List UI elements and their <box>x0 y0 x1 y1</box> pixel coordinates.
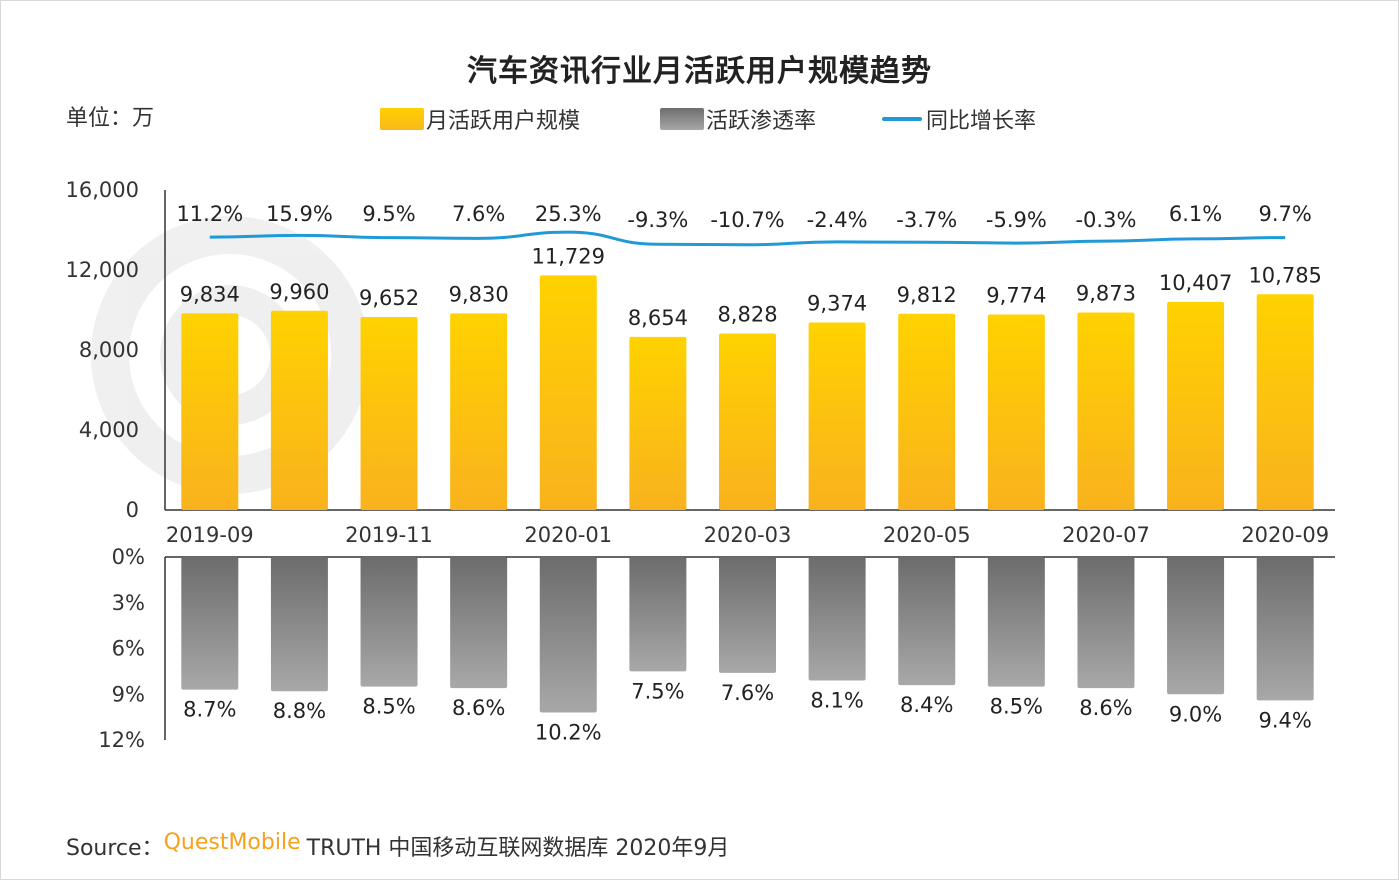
yoy-point-label: 9.5% <box>362 202 415 226</box>
penetration-bar-label: 8.7% <box>183 698 236 722</box>
upper-y-tick-label: 16,000 <box>66 178 139 202</box>
mau-bar <box>808 322 866 510</box>
mau-bar-label: 9,830 <box>449 282 509 306</box>
yoy-point-label: 6.1% <box>1169 202 1222 226</box>
penetration-bar <box>629 557 687 672</box>
penetration-bar-label: 8.1% <box>810 689 863 713</box>
x-tick-label: 2020-01 <box>524 523 612 547</box>
penetration-bar <box>808 557 866 681</box>
legend-label-penetration: 活跃渗透率 <box>706 109 817 134</box>
legend-label-yoy: 同比增长率 <box>926 109 1037 134</box>
penetration-bar <box>719 557 776 673</box>
yoy-line <box>209 230 1286 247</box>
penetration-bar <box>181 557 239 690</box>
mau-bar-label: 9,774 <box>986 284 1046 308</box>
legend-swatch-line <box>882 117 922 121</box>
x-tick-label: 2020-09 <box>1241 523 1329 547</box>
penetration-bar <box>360 557 418 687</box>
mau-bar-label: 9,374 <box>807 292 867 316</box>
mau-bar-label: 9,652 <box>359 286 419 310</box>
penetration-bar-label: 8.6% <box>1079 696 1132 720</box>
mau-bar <box>181 313 239 510</box>
yoy-point-label: -9.3% <box>627 208 688 232</box>
unit-label: 单位：万 <box>66 106 155 131</box>
mau-bar-label: 9,960 <box>269 280 329 304</box>
mau-bar-label: 9,834 <box>180 282 240 306</box>
x-tick-label: 2020-07 <box>1062 523 1150 547</box>
legend-item-penetration: 活跃渗透率 <box>660 104 816 134</box>
chart-svg: 0 4,000 8,000 12,000 16,000 2019-09 2019-11 202… <box>66 178 1335 752</box>
upper-y-tick-label: 0 <box>126 498 139 522</box>
yoy-point-label: 9.7% <box>1259 202 1312 226</box>
lower-y-tick-label: 0% <box>112 545 145 569</box>
penetration-bar-label: 7.6% <box>721 681 774 705</box>
chart-title: 汽车资讯行业月活跃用户规模趋势 <box>467 54 932 89</box>
source-prefix: Source： <box>66 836 164 861</box>
mau-bar <box>719 333 776 510</box>
penetration-bar-label: 8.5% <box>362 695 415 719</box>
mau-bar-label: 9,812 <box>897 283 957 307</box>
lower-y-tick-label: 6% <box>112 637 145 661</box>
penetration-bar-label: 10.2% <box>535 721 602 745</box>
source-brand: QuestMobile <box>163 830 301 855</box>
penetration-bar <box>1077 557 1135 689</box>
mau-bar-label: 9,873 <box>1076 282 1136 306</box>
mau-bar-label: 10,407 <box>1159 271 1232 295</box>
legend-item-yoy: 同比增长率 <box>882 104 1036 134</box>
penetration-bar-label: 7.5% <box>631 679 684 703</box>
x-tick-label: 2019-11 <box>345 523 433 547</box>
penetration-bar <box>450 557 508 689</box>
penetration-bar <box>1256 557 1314 701</box>
source-line: Source： QuestMobile TRUTH 中国移动互联网数据库 202… <box>66 830 729 862</box>
x-tick-label: 2020-03 <box>704 523 792 547</box>
penetration-bar-label: 8.6% <box>452 696 505 720</box>
x-tick-label: 2019-09 <box>166 523 254 547</box>
mau-bar <box>629 336 687 510</box>
legend-swatch-yellow <box>380 108 424 130</box>
legend-item-mau: 月活跃用户规模 <box>380 104 580 134</box>
penetration-bar <box>987 557 1045 687</box>
yoy-point-label: -10.7% <box>710 208 784 232</box>
mau-bar <box>270 310 328 510</box>
mau-bar <box>1256 294 1314 510</box>
penetration-bar-label: 8.5% <box>990 695 1043 719</box>
mau-bar <box>450 313 508 510</box>
mau-bar <box>360 316 418 510</box>
yoy-point-label: 11.2% <box>176 202 243 226</box>
mau-bar <box>539 275 597 510</box>
penetration-bar <box>539 557 597 713</box>
mau-bar-label: 10,785 <box>1248 263 1321 287</box>
upper-y-tick-label: 12,000 <box>66 258 139 282</box>
upper-y-tick-label: 4,000 <box>79 418 139 442</box>
mau-bar-label: 8,654 <box>628 306 688 330</box>
lower-y-tick-label: 9% <box>112 682 145 706</box>
x-tick-label: 2020-05 <box>883 523 971 547</box>
mau-bar-label: 8,828 <box>717 302 777 326</box>
yoy-point-label: -0.3% <box>1075 208 1136 232</box>
yoy-point-label: -2.4% <box>807 208 868 232</box>
penetration-bar <box>270 557 328 692</box>
mau-bar <box>1077 312 1135 510</box>
upper-y-tick-label: 8,000 <box>79 338 139 362</box>
penetration-bar-label: 8.4% <box>900 693 953 717</box>
mau-bar <box>987 314 1045 510</box>
source-rest: TRUTH 中国移动互联网数据库 2020年9月 <box>306 836 730 861</box>
lower-y-tick-label: 3% <box>112 591 145 615</box>
penetration-bar-label: 9.4% <box>1259 708 1312 732</box>
penetration-bar-label: 9.0% <box>1169 702 1222 726</box>
mau-bar <box>898 313 956 510</box>
yoy-point-label: 15.9% <box>266 202 333 226</box>
lower-y-tick-label: 12% <box>98 728 145 752</box>
mau-bar-label: 11,729 <box>532 244 605 268</box>
legend-swatch-gray <box>660 108 704 130</box>
yoy-point-label: 25.3% <box>535 202 602 226</box>
yoy-point-label: 7.6% <box>452 202 505 226</box>
legend-label-mau: 月活跃用户规模 <box>426 109 581 134</box>
penetration-bar-label: 8.8% <box>273 699 326 723</box>
yoy-point-label: -3.7% <box>896 208 957 232</box>
penetration-bar <box>898 557 956 686</box>
mau-bar <box>1167 301 1225 510</box>
yoy-point-label: -5.9% <box>986 208 1047 232</box>
penetration-bar <box>1167 557 1225 695</box>
